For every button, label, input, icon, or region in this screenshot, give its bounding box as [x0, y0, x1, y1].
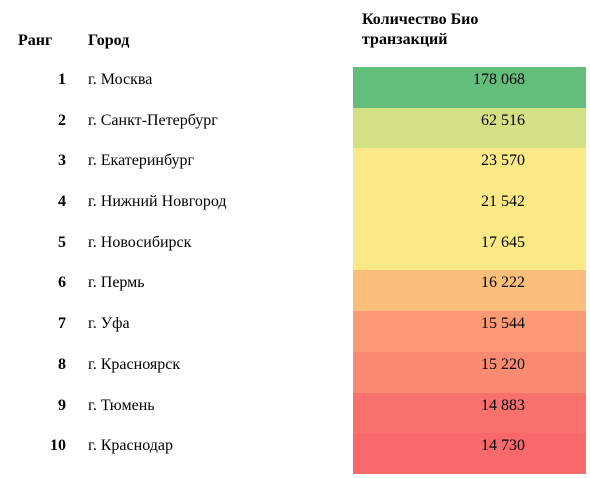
table-row: 10 г. Краснодар 14 730: [0, 433, 590, 474]
value-text: 62 516: [481, 111, 525, 129]
table-row: 9 г. Тюмень 14 883: [0, 392, 590, 434]
value-text: 178 068: [473, 71, 525, 88]
city-cell: г. Краснодар: [88, 437, 173, 455]
rank-cell: 2: [58, 111, 66, 129]
city-cell: г. Нижний Новгород: [88, 193, 227, 211]
city-cell: г. Пермь: [88, 274, 145, 292]
header-count-line2: транзакций: [362, 31, 448, 48]
table-row: 6 г. Пермь 16 222: [0, 270, 590, 312]
value-text: 14 883: [481, 396, 525, 414]
rank-cell: 6: [58, 274, 66, 292]
value-cell: 23 570: [353, 148, 586, 190]
table-row: 3 г. Екатеринбург 23 570: [0, 148, 590, 190]
header-transaction-count: Количество Био транзакций: [362, 10, 582, 50]
table-row: 1 г. Москва 178 068: [0, 67, 590, 108]
value-cell: 21 542: [353, 189, 586, 230]
value-text: 21 542: [481, 193, 525, 211]
rank-cell: 10: [50, 437, 66, 455]
city-cell: г. Санкт-Петербург: [88, 111, 218, 129]
table-row: 2 г. Санкт-Петербург 62 516: [0, 107, 590, 149]
value-cell: 16 222: [353, 270, 586, 312]
value-cell: 17 645: [353, 229, 586, 271]
city-cell: г. Красноярск: [88, 355, 181, 373]
value-text: 23 570: [481, 152, 525, 170]
city-cell: г. Москва: [88, 71, 153, 88]
rank-cell: 7: [58, 315, 66, 333]
table-row: 5 г. Новосибирск 17 645: [0, 229, 590, 271]
rank-cell: 1: [58, 71, 66, 88]
header-count-line1: Количество Био: [362, 11, 479, 28]
value-text: 14 730: [481, 437, 525, 455]
value-text: 16 222: [481, 274, 525, 292]
city-cell: г. Новосибирск: [88, 233, 192, 251]
header-rank: Ранг: [18, 32, 53, 49]
city-cell: г. Тюмень: [88, 396, 155, 414]
header-city: Город: [88, 32, 130, 49]
rank-cell: 5: [58, 233, 66, 251]
table-row: 8 г. Красноярск 15 220: [0, 351, 590, 393]
table-body: 1 г. Москва 178 068 2 г. Санкт-Петербург…: [0, 67, 590, 474]
value-cell: 178 068: [353, 67, 586, 108]
city-cell: г. Екатеринбург: [88, 152, 195, 170]
table-row: 4 г. Нижний Новгород 21 542: [0, 189, 590, 230]
rank-cell: 3: [58, 152, 66, 170]
value-cell: 14 883: [353, 392, 586, 434]
value-text: 15 220: [481, 355, 525, 373]
value-text: 17 645: [481, 233, 525, 251]
value-cell: 14 730: [353, 433, 586, 474]
rank-cell: 4: [58, 193, 66, 211]
rank-cell: 8: [58, 355, 66, 373]
value-cell: 62 516: [353, 107, 586, 149]
table-row: 7 г. Уфа 15 544: [0, 311, 590, 352]
value-cell: 15 544: [353, 311, 586, 352]
value-cell: 15 220: [353, 351, 586, 393]
rank-cell: 9: [58, 396, 66, 414]
city-cell: г. Уфа: [88, 315, 130, 333]
value-text: 15 544: [481, 315, 525, 333]
